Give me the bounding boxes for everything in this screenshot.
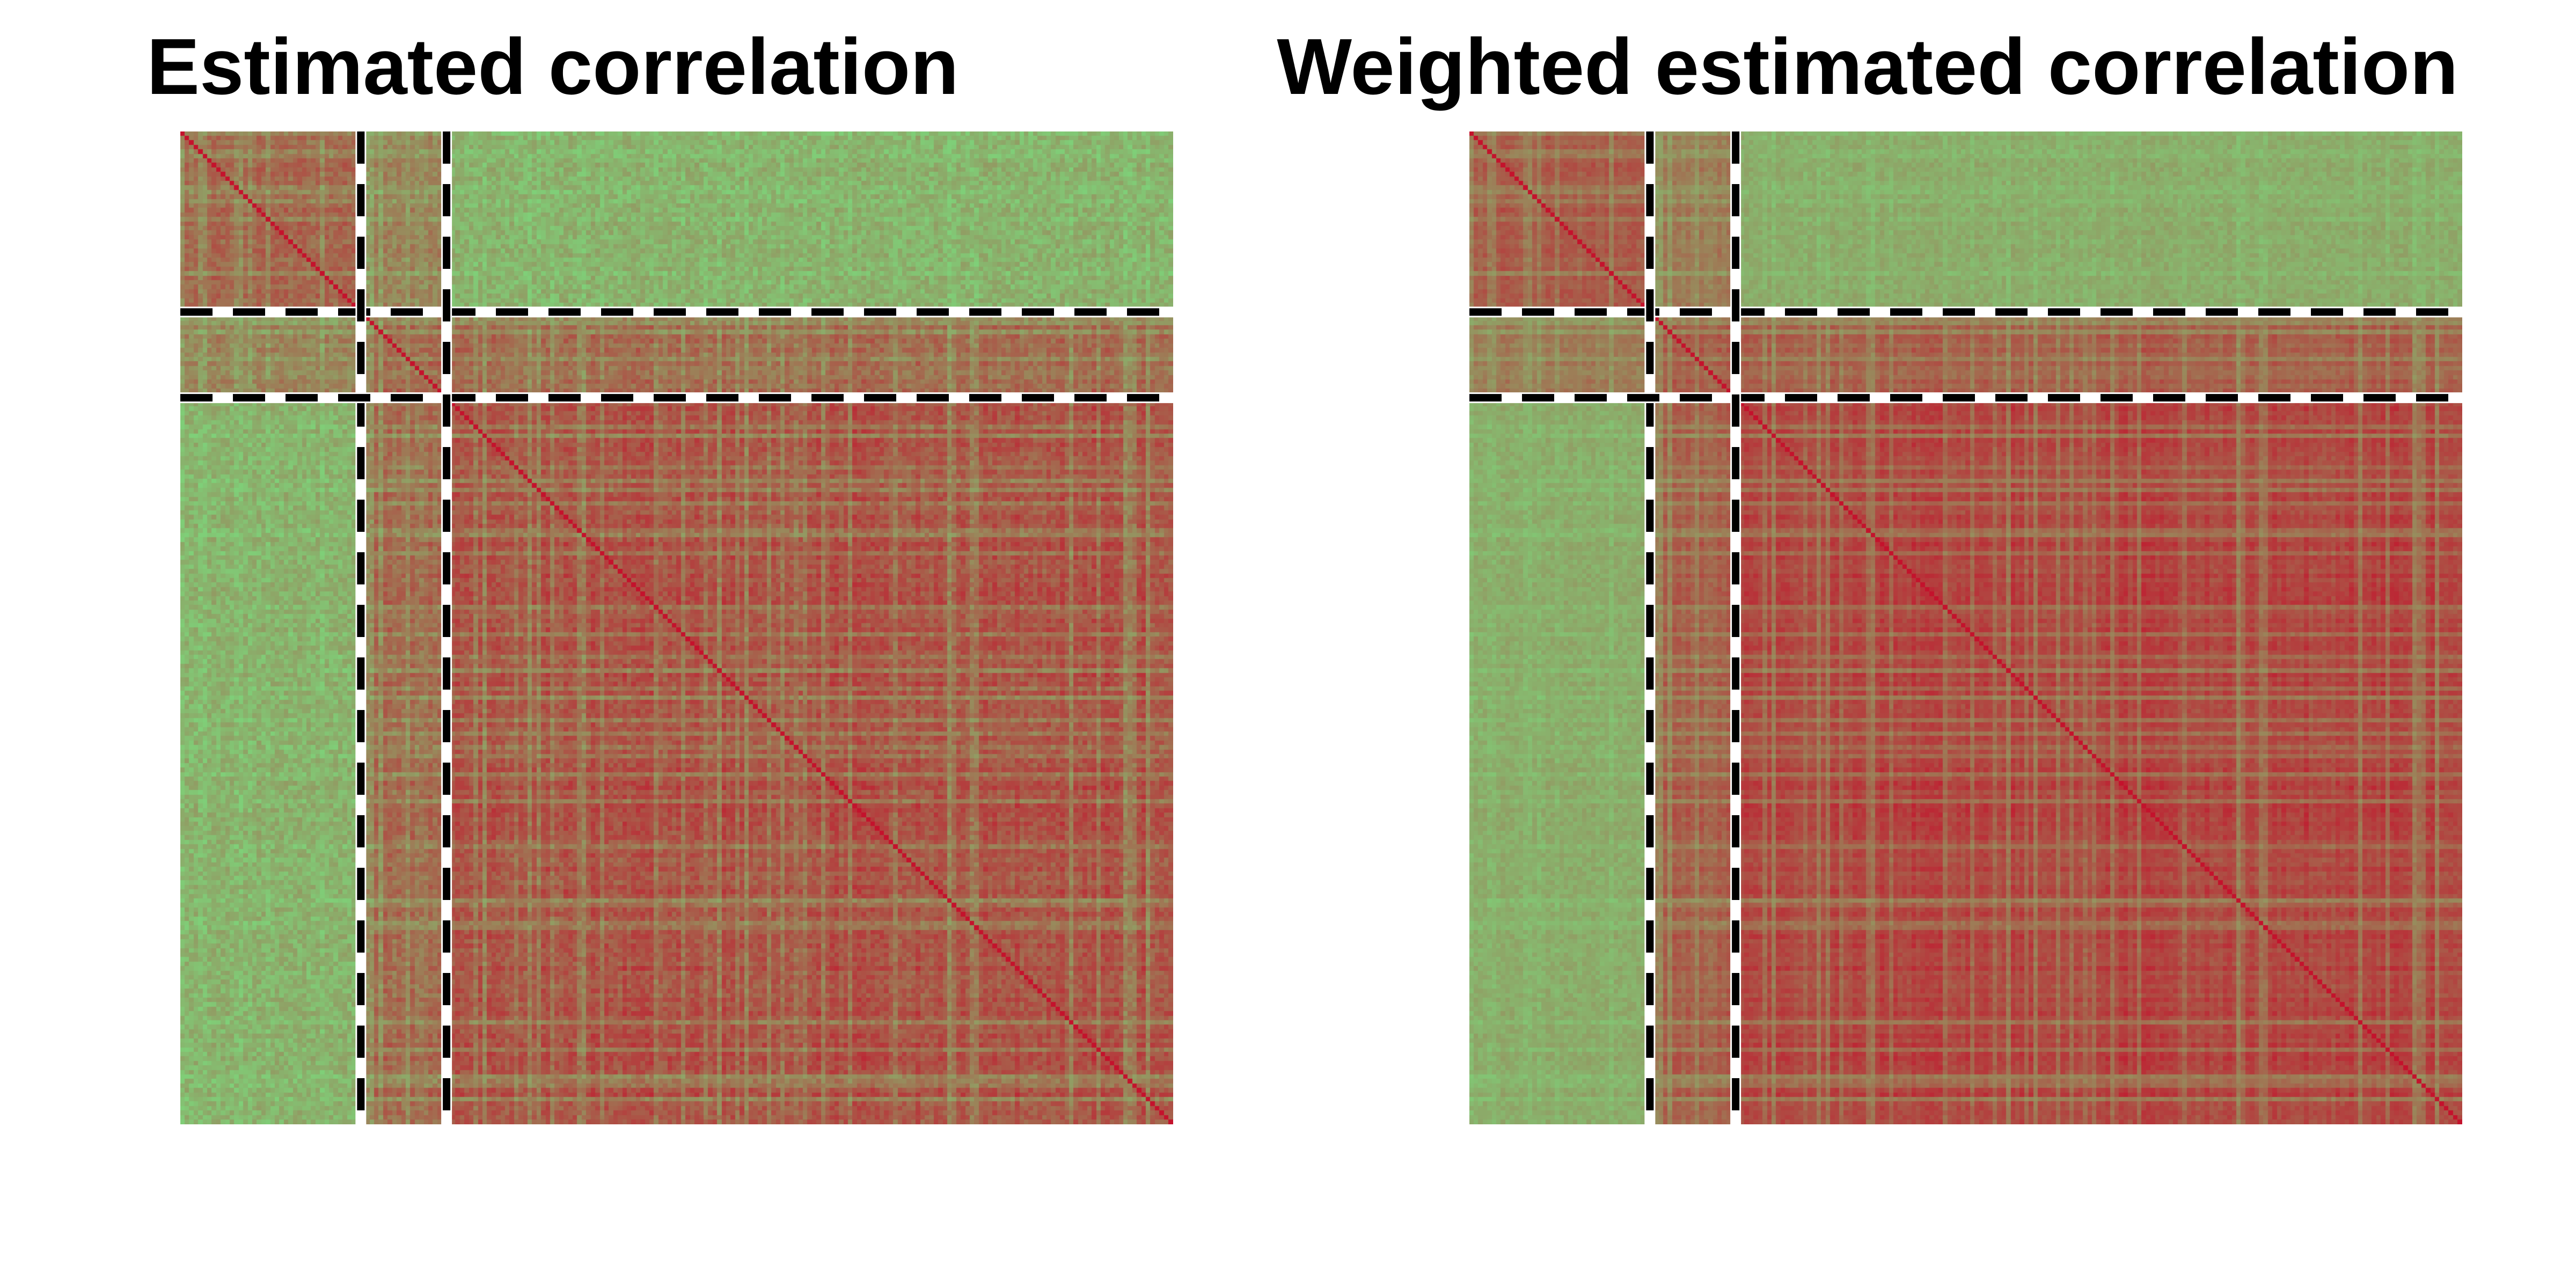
group-boundary-lines — [180, 131, 1173, 1124]
heatmap-cells — [1469, 131, 2462, 1124]
group-boundary-lines — [1469, 131, 2462, 1124]
heatmap-estimated-correlation — [180, 131, 1173, 1124]
chart-title: Weighted estimated correlation — [1277, 23, 2458, 111]
heatmap-cells — [180, 131, 1173, 1124]
heatmap-weighted-estimated-correlation — [1469, 131, 2462, 1124]
chart-title: Estimated correlation — [147, 23, 959, 111]
chart-panel-weighted: Weighted estimated correlation — [1277, 0, 2576, 1288]
chart-panel-estimated: Estimated correlation — [147, 23, 1173, 1124]
